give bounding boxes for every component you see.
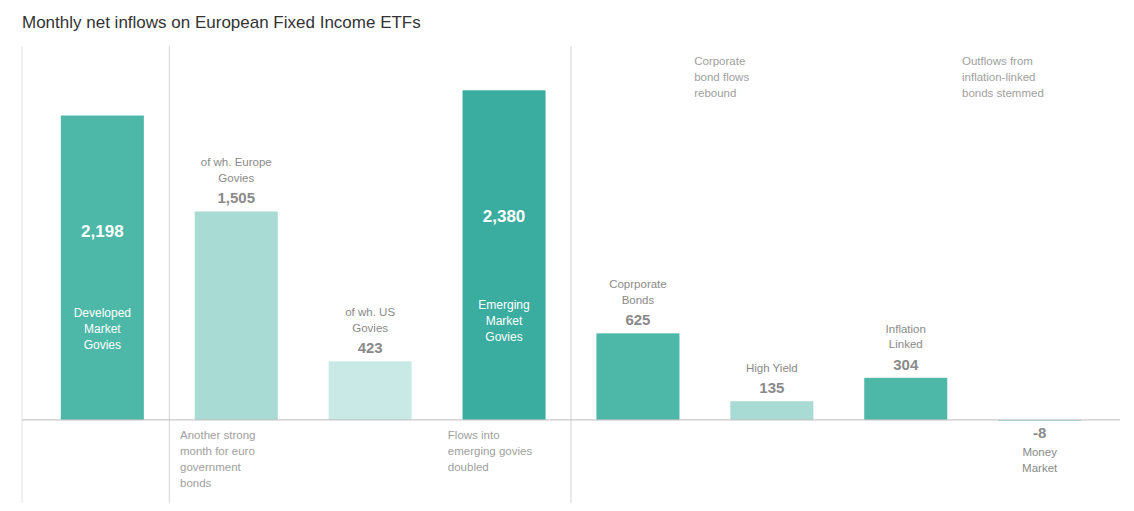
chart-container: Monthly net inflows on European Fixed In… [0,0,1134,511]
category-label: DevelopedMarketGovies [74,306,131,352]
bar [195,211,278,419]
annotation: Flows intoemerging goviesdoubled [448,429,533,473]
bar [730,401,813,420]
divider [571,46,572,503]
divider [169,46,170,503]
bars [61,90,1081,421]
value-label: 423 [358,339,383,356]
category-label: MoneyMarket [1022,446,1058,474]
category-label: of wh. EuropeGovies [201,156,272,184]
title: Monthly net inflows on European Fixed In… [22,13,421,32]
annotation: Another strongmonth for eurogovernmentbo… [180,429,255,489]
chart-svg: Monthly net inflows on European Fixed In… [0,0,1134,511]
value-label: 135 [759,379,784,396]
category-label: InflationLinked [886,323,926,351]
category-label: High Yield [746,362,798,374]
value-label: 1,505 [217,189,255,206]
bar [463,90,546,420]
baseline [22,419,1120,420]
bar [864,378,947,420]
category-label: of wh. USGovies [345,306,395,334]
range-line [22,46,23,503]
value-label: 2,198 [81,222,124,241]
value-label: -8 [1033,424,1046,441]
bar [61,116,144,420]
value-label: 625 [625,311,650,328]
bar [596,333,679,420]
value-label: 2,380 [483,207,526,226]
category-label: EmergingMarketGovies [478,298,529,344]
annotation: Corporatebond flowsrebound [694,55,749,99]
value-label: 304 [893,356,919,373]
annotation: Outflows frominflation-linkedbonds stemm… [962,55,1044,99]
bar [329,361,412,420]
category-label: CoprporateBonds [609,278,667,306]
